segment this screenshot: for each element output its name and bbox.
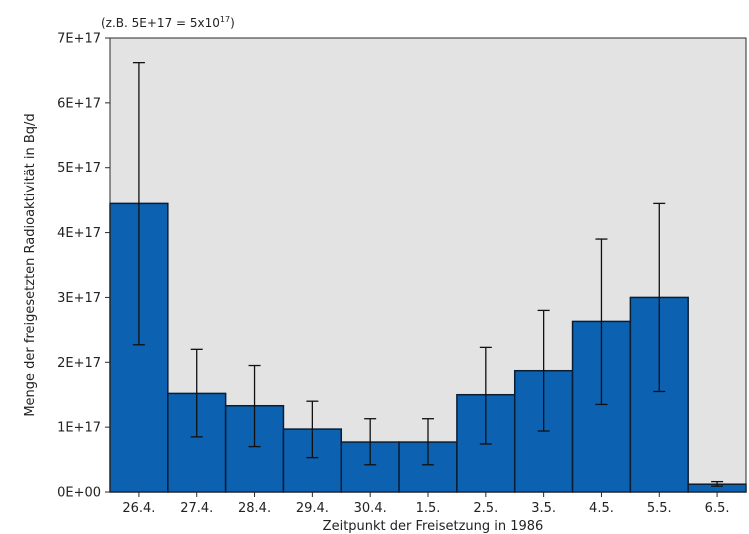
y-tick-label-4: 4E+17: [57, 226, 101, 241]
y-tick-label-3: 3E+17: [57, 291, 101, 306]
y-tick-label-2: 2E+17: [57, 356, 101, 371]
x-tick-label-6: 2.5.: [473, 501, 498, 516]
chart-annotation: (z.B. 5E+17 = 5x1017): [101, 15, 235, 30]
y-axis: 0E+00 1E+17 2E+17 3E+17 4E+17 5E+17 6E+17 7E+17: [57, 32, 110, 501]
x-tick-label-3: 29.4.: [296, 501, 329, 516]
x-tick-label-5: 1.5.: [416, 501, 441, 516]
annotation-prefix: (z.B. 5E+17 = 5x10: [101, 16, 220, 30]
y-tick-label-7: 7E+17: [57, 32, 101, 47]
x-tick-label-9: 5.5.: [647, 501, 672, 516]
y-tick-label-6: 6E+17: [57, 96, 101, 111]
annotation-suffix: ): [230, 16, 235, 30]
x-tick-label-7: 3.5.: [531, 501, 556, 516]
y-tick-label-1: 1E+17: [57, 421, 101, 436]
x-tick-label-1: 27.4.: [180, 501, 213, 516]
x-tick-label-8: 4.5.: [589, 501, 614, 516]
x-axis: 26.4. 27.4. 28.4. 29.4. 30.4. 1.5. 2.5. 3.5. 4.5…: [122, 492, 729, 516]
x-tick-label-10: 6.5.: [705, 501, 730, 516]
error-bars-group: [132, 61, 724, 487]
x-tick-label-4: 30.4.: [354, 501, 387, 516]
y-axis-label: Menge der freigesetzten Radioaktivität i…: [23, 113, 38, 416]
y-tick-label-5: 5E+17: [57, 161, 101, 176]
x-axis-label: Zeitpunkt der Freisetzung in 1986: [323, 519, 544, 534]
y-tick-label-0: 0E+00: [57, 486, 101, 501]
x-tick-label-0: 26.4.: [122, 501, 155, 516]
x-tick-label-2: 28.4.: [238, 501, 271, 516]
annotation-exponent: 17: [220, 15, 230, 24]
